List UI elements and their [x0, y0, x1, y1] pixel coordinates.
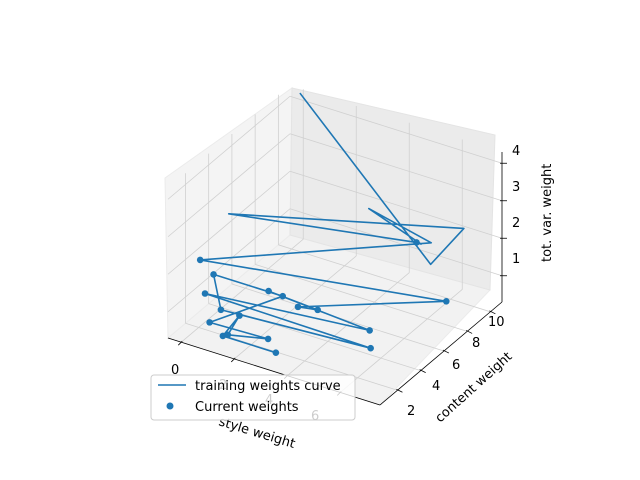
scatter-point-12 [206, 319, 213, 326]
z-tick-label-1: 2 [512, 216, 520, 231]
scatter-point-3 [294, 303, 302, 311]
scatter-point-4 [314, 306, 321, 314]
pane-back [289, 87, 496, 291]
scatter-point-9 [217, 306, 225, 314]
scatter-point-15 [236, 312, 243, 319]
grid-line-z-left-0 [167, 208, 291, 313]
x-tick-0 [177, 340, 183, 346]
y-tick-label-3: 8 [472, 336, 480, 351]
scatter-point-16 [219, 332, 227, 340]
grid-line-z-left-2 [167, 133, 291, 238]
y-axis-label: content weight [433, 349, 516, 426]
grid-line-z-back-1 [289, 170, 503, 239]
scatter-point-8 [367, 344, 374, 352]
z-tick-label-0: 1 [512, 252, 520, 267]
grid-line-y-floor-1 [208, 303, 421, 372]
grid-lines [167, 89, 503, 393]
scatter-point-7 [201, 290, 209, 297]
x-tick-label-0: 0 [171, 363, 179, 378]
y-tick-2 [442, 349, 450, 354]
y-tick-label-0: 2 [407, 404, 415, 419]
scatter-point-17 [272, 349, 280, 356]
grid-line-z-back-2 [289, 133, 503, 202]
z-tick-label-3: 4 [512, 144, 520, 159]
grid-line-z-left-1 [167, 170, 291, 275]
grid-line-y-floor-4 [278, 244, 491, 313]
grid-line-z-left-3 [167, 95, 291, 200]
y-tick-0 [396, 388, 403, 393]
grid-line-x-floor-3 [339, 289, 463, 393]
scatter-point-11 [279, 292, 287, 300]
scatter-point-14 [224, 331, 232, 339]
y-tick-label-4: 10 [488, 315, 505, 330]
legend-dot-swatch [166, 402, 174, 410]
y-tick-3 [465, 330, 473, 334]
y-tick-label-2: 6 [452, 358, 460, 373]
scatter-point-10 [210, 271, 217, 278]
legend-box [150, 374, 356, 421]
scatter-point-5 [265, 287, 272, 295]
legend: training weights curve Current weights [150, 374, 356, 421]
z-axis-label: tot. var. weight [540, 164, 555, 262]
data-layer [196, 92, 465, 356]
scatter-point-13 [264, 335, 272, 343]
z-tick-label-2: 3 [512, 180, 520, 195]
grid-line-x-floor-2 [286, 272, 410, 376]
y-tick-label-1: 4 [432, 379, 440, 394]
y-tick-1 [419, 369, 426, 374]
y-axis-line [379, 301, 503, 406]
legend-label-scatter: Current weights [195, 400, 299, 415]
y-tick-4 [489, 310, 496, 315]
grid-line-z-back-3 [289, 95, 503, 164]
scatter-point-1 [196, 256, 204, 264]
x-tick-1 [230, 357, 236, 363]
legend-label-line: training weights curve [195, 379, 341, 394]
grid-line-x-floor-0 [180, 238, 304, 343]
scatter-point-2 [442, 297, 450, 305]
scatter-point-0 [413, 239, 420, 246]
scatter-point-6 [366, 327, 373, 334]
